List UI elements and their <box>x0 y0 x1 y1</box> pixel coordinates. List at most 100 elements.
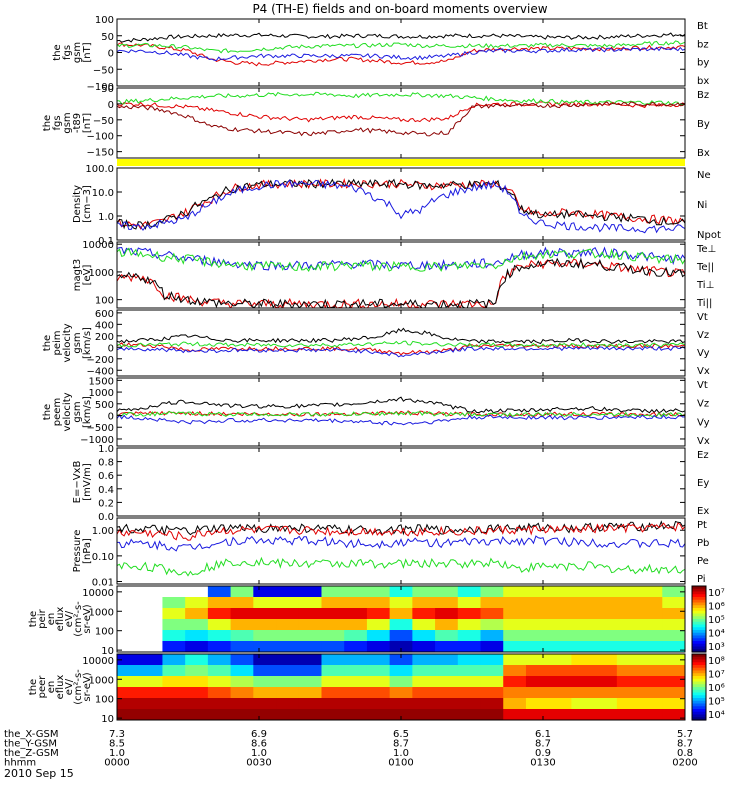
y-axis-label-line: magt3 <box>72 259 83 292</box>
y-axis-label-line: the <box>42 335 53 351</box>
heatmap-cell <box>117 641 141 652</box>
heatmap-cell <box>435 608 459 620</box>
y-axis-label-line: Pressure <box>72 530 83 573</box>
heatmap-cell <box>276 698 300 710</box>
heatmap-cell <box>139 665 164 677</box>
y-tick-label: 10 <box>101 646 114 657</box>
y-axis-label-line: peer <box>37 675 48 699</box>
legend-fgs-t89: Bz By Bx <box>697 90 710 159</box>
heatmap-cell <box>503 586 527 598</box>
heatmap-cell <box>435 597 459 609</box>
panel-peir-spectrogram: 10⁷ 10⁶ 10⁵ 10⁴ 10³ 10000 1000 100 10 thepeirenef… <box>28 585 725 657</box>
heatmap-cell <box>162 665 186 677</box>
heatmap-cell <box>457 608 482 620</box>
heatmap-cell <box>321 608 345 620</box>
heatmap-cell <box>662 597 685 609</box>
legend-label: Ex <box>697 506 709 517</box>
y-axis-label-line: gsm <box>62 112 73 133</box>
legend-pressure: Pt Pb Pe Pi <box>697 520 709 585</box>
y-tick-label: 0.8 <box>98 458 114 469</box>
heatmap-cell <box>185 665 209 677</box>
heatmap-cell <box>117 597 141 609</box>
heatmap-cell <box>480 665 504 677</box>
series-line-peem-velocity-1 <box>117 410 685 418</box>
y-axis-label-line: [nT] <box>82 42 93 62</box>
y-tick-label: 100.0 <box>85 164 114 175</box>
heatmap-cell <box>594 586 618 598</box>
heatmap-cell <box>207 698 232 710</box>
heatmap-cell <box>117 619 141 631</box>
heatmap-cell <box>616 630 641 642</box>
footer-value: 0.8 <box>677 748 693 759</box>
legend-e-vxb: Ez Ey Ex <box>697 450 709 517</box>
heatmap-cell <box>253 709 277 720</box>
heatmap-cell <box>435 586 459 598</box>
heatmap-cell <box>298 687 323 699</box>
heatmap-cell <box>662 586 685 598</box>
heatmap-cell <box>548 641 572 652</box>
heatmap-cell <box>253 630 277 642</box>
heatmap-cell <box>230 630 254 642</box>
heatmap-cell <box>207 709 232 720</box>
legend-label: Te⊥ <box>696 244 716 255</box>
heatmap-cell <box>321 676 345 688</box>
series-line-pressure-0 <box>117 520 685 537</box>
heatmap-cell <box>162 608 186 620</box>
y-axis-label-line: peim <box>52 330 63 355</box>
heatmap-cell <box>321 698 345 710</box>
series-line-peem-velocity-0 <box>117 396 685 414</box>
footer-value: 0130 <box>530 758 555 769</box>
heatmap-cell <box>389 676 413 688</box>
y-tick-label: 0.6 <box>98 471 114 482</box>
y-tick-label: 10000 <box>82 656 114 667</box>
heatmap-cell <box>139 586 164 598</box>
heatmap-cell <box>503 654 527 666</box>
colorbar-tick-label: 10³ <box>708 642 725 653</box>
heatmap-cell <box>594 608 618 620</box>
y-tick-label: 1.00 <box>92 526 114 537</box>
heatmap-cell <box>389 641 413 652</box>
heatmap-cell <box>276 619 300 631</box>
heatmap-cell <box>412 665 436 677</box>
legend-label: Bt <box>697 21 708 32</box>
y-tick-label: −150 <box>87 148 114 159</box>
date-label: 2010 Sep 15 <box>4 767 74 780</box>
panel-pressure: Pt Pb Pe Pi 1.00 0.10 0.01 Pressure [nPa] <box>72 517 709 589</box>
heatmap-cell <box>503 665 527 677</box>
footer-coordinates: the_X-GSM 7.3 6.9 6.5 6.1 5.7 the_Y-GSM 8.5 8.6 8… <box>4 729 698 769</box>
series-line-fgs-0 <box>117 32 685 43</box>
legend-label: Vy <box>697 348 710 359</box>
y-tick-label: −1000 <box>80 435 114 446</box>
series-line-fgs-t89-0 <box>117 101 685 123</box>
y-tick-label: −50 <box>93 65 114 76</box>
heatmap-cell <box>662 608 685 620</box>
legend-density: Ne Ni Npot <box>697 170 721 241</box>
y-axis-label-line: fgs <box>62 45 73 60</box>
footer-value: 6.5 <box>393 729 409 740</box>
heatmap-cell <box>207 597 232 609</box>
series-line-peim-velocity-2 <box>117 340 685 348</box>
heatmap-cell <box>503 641 527 652</box>
heatmap-cell <box>594 687 618 699</box>
heatmap-cell <box>548 687 572 699</box>
heatmap-cell <box>230 687 254 699</box>
series-line-pressure-2 <box>117 556 685 577</box>
y-tick-label: 100 <box>95 296 114 307</box>
series-line-peim-velocity-0 <box>117 327 685 345</box>
heatmap-cell <box>548 654 572 666</box>
heatmap-cell <box>480 687 504 699</box>
heatmap-cell <box>321 687 345 699</box>
y-axis-label-line: (cm²-s- <box>73 669 84 705</box>
series-line-fgs-1 <box>117 42 685 67</box>
legend-label: Bz <box>697 90 709 101</box>
heatmap-cell <box>412 654 436 666</box>
heatmap-cell <box>276 608 300 620</box>
legend-label: Bx <box>697 148 710 159</box>
heatmap-cell <box>344 619 368 631</box>
panel-frame <box>116 18 686 87</box>
heatmap-cell <box>525 665 550 677</box>
heatmap-cell <box>412 709 436 720</box>
heatmap-cell <box>571 709 595 720</box>
heatmap-cell <box>389 709 413 720</box>
